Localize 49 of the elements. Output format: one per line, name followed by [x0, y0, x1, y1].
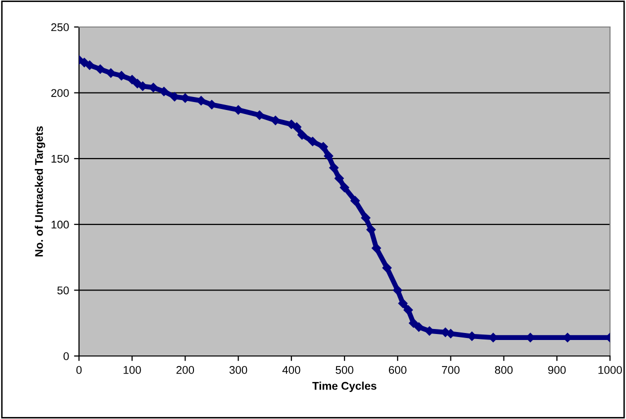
x-tick-label: 1000 [598, 366, 622, 374]
point [292, 122, 302, 132]
point [234, 105, 243, 115]
point [392, 286, 402, 295]
point [297, 130, 307, 140]
x-tick-label: 700 [442, 366, 460, 374]
x-axis-title: Time Cycles [312, 382, 376, 392]
point [329, 163, 339, 172]
point [84, 60, 94, 70]
point [254, 110, 264, 120]
y-tick-label: 150 [52, 154, 69, 163]
point [382, 263, 392, 272]
point [404, 305, 413, 315]
point [350, 196, 360, 206]
point [159, 86, 169, 96]
x-tick-label: 0 [76, 366, 82, 374]
point [408, 318, 418, 328]
y-tick-label: 200 [51, 89, 69, 97]
point [318, 142, 328, 152]
x-tick-label: 100 [124, 366, 141, 374]
point [132, 78, 142, 88]
point [106, 68, 116, 78]
point [361, 213, 370, 222]
x-tick-label: 900 [548, 366, 566, 374]
point [96, 64, 105, 74]
point [116, 71, 126, 80]
point [170, 92, 180, 102]
point [308, 136, 318, 146]
point [414, 322, 424, 332]
point [366, 225, 376, 234]
point [270, 116, 280, 126]
point [127, 75, 137, 84]
y-tick-label: 250 [51, 23, 69, 32]
y-axis-title: No. of Untracked Targets [34, 126, 46, 256]
x-tick-label: 600 [388, 366, 406, 374]
y-tick-label: 50 [57, 286, 69, 294]
x-tick-label: 400 [282, 366, 300, 374]
x-tick-label: 300 [229, 366, 248, 374]
point [334, 174, 344, 183]
point [180, 93, 190, 103]
point [372, 243, 381, 253]
x-tick-label: 800 [495, 366, 513, 374]
y-tick-label: 0 [64, 352, 69, 360]
x-tick-label: 200 [176, 366, 194, 374]
x-tick-label: 500 [336, 366, 354, 374]
y-tick-label: 100 [52, 220, 69, 229]
point [398, 298, 408, 308]
point [324, 151, 334, 161]
point [340, 182, 350, 192]
